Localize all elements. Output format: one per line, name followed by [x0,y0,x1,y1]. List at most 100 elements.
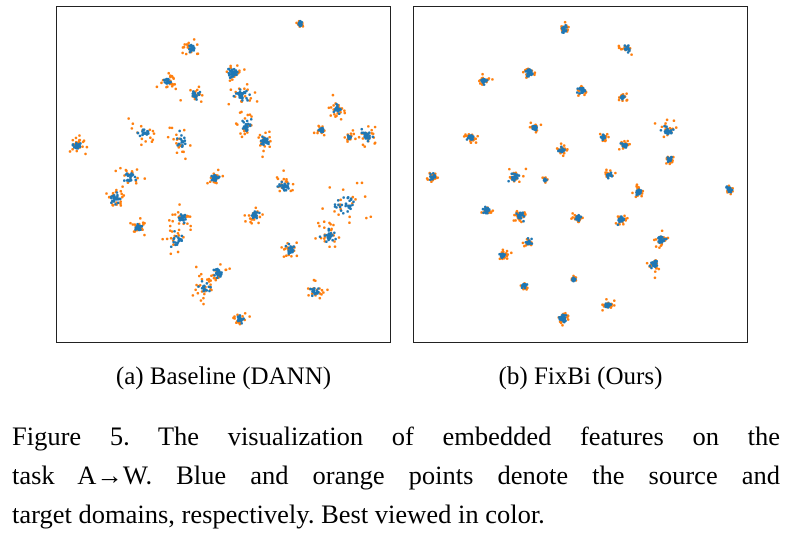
source-point [210,174,213,178]
source-point [227,73,231,77]
source-point [559,318,563,322]
source-point [284,244,288,248]
source-point [316,292,319,295]
source-point [261,140,265,144]
source-point [660,240,664,243]
source-point [368,134,371,137]
target-point [280,246,283,249]
source-point [334,237,337,241]
target-point [328,245,331,249]
source-point [74,143,78,147]
target-point [136,176,139,180]
source-point [258,211,261,215]
target-point [236,313,239,317]
target-point [617,98,621,102]
source-domain-points [428,23,734,324]
source-point [173,229,176,233]
source-point [276,185,279,188]
source-point [513,172,517,176]
source-point [482,79,485,82]
source-point [352,200,355,204]
target-point [195,88,199,92]
target-point [248,315,251,318]
source-point [242,90,246,94]
source-point [183,136,186,140]
target-point [243,68,246,71]
source-point [129,178,133,182]
target-point [278,189,282,193]
target-point [363,195,367,198]
source-point [163,80,167,84]
source-point [179,213,183,216]
target-point [501,248,505,252]
caption-line-2: task A→W. Blue and orange points denote … [12,460,780,490]
target-point [268,145,272,149]
source-point [232,94,236,98]
source-point [662,237,666,241]
target-point [219,263,222,266]
source-point [244,124,248,127]
target-point [255,100,259,103]
target-point [326,288,329,292]
source-point [116,201,120,205]
source-point [482,211,485,215]
source-point [635,191,638,194]
source-point [143,131,146,134]
source-point [331,234,334,237]
target-point [295,21,298,25]
source-point [531,72,534,76]
target-point [577,94,580,97]
source-point [188,47,192,51]
source-point [337,203,340,207]
source-point [620,96,624,99]
source-point [138,227,142,231]
source-point [563,29,567,32]
target-point [329,228,333,232]
target-point [264,131,267,135]
source-point [180,238,183,241]
target-point [119,200,123,203]
target-point [657,267,661,271]
source-point [111,199,114,203]
target-point [510,251,513,255]
source-point [212,268,216,272]
source-point [325,233,329,237]
target-point [166,135,170,139]
target-point [323,237,326,240]
target-point [282,177,286,181]
source-point [183,139,187,142]
source-point [174,243,177,247]
source-point [264,140,268,144]
target-point [184,52,188,56]
source-point [660,238,663,241]
target-point [107,195,111,199]
target-point [191,294,195,297]
target-point [668,126,672,130]
source-point [657,235,661,239]
source-point [560,145,563,149]
source-point [175,234,178,238]
target-point [168,126,172,130]
source-point [578,218,581,221]
target-point [81,145,84,148]
target-point [625,92,628,95]
target-point [177,222,181,225]
target-point [365,216,368,220]
target-point [533,71,537,74]
target-point [430,180,433,184]
source-point [135,224,139,228]
caption-line-3: target domains, respectively. Best viewe… [12,499,545,529]
target-point [250,222,254,225]
source-point [208,289,211,293]
target-point [196,291,200,295]
target-point [151,138,155,142]
source-point [635,193,638,197]
source-point [664,128,668,132]
target-point [614,171,617,175]
target-point [640,194,643,198]
target-point [208,180,212,184]
target-point [476,134,480,138]
source-point [287,249,290,253]
target-point [521,70,525,74]
source-point [260,142,263,146]
